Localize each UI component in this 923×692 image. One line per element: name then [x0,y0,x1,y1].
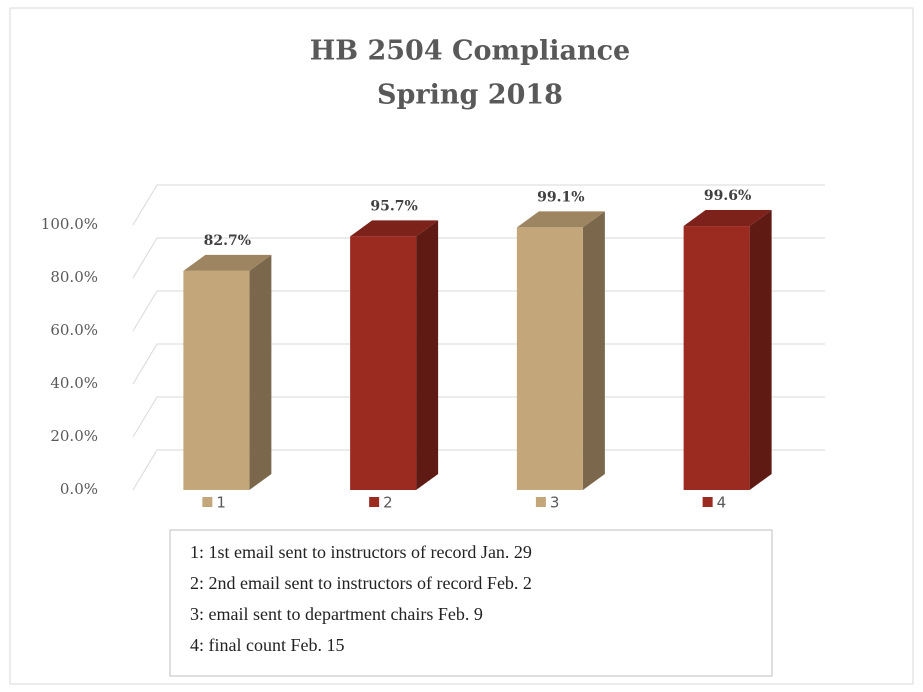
y-tick-label: 20.0% [50,427,98,445]
legend-label: 3 [550,494,560,512]
bar-top [183,254,272,271]
legend-swatch [535,497,546,507]
bar-side [249,254,272,490]
y-tick-label: 40.0% [50,374,98,392]
bar-side [582,211,605,490]
note-line: 1: 1st email sent to instructors of reco… [190,542,532,562]
data-label: 99.6% [704,188,751,204]
legend-swatch [369,497,380,507]
note-line: 4: final count Feb. 15 [190,635,344,655]
bar [350,236,417,490]
legend-swatch [702,497,713,507]
legend-label: 1 [216,494,226,512]
bar-side [416,220,439,490]
note-line: 3: email sent to department chairs Feb. … [190,604,483,624]
legend-label: 2 [383,494,393,512]
grid-line [132,184,825,226]
y-tick-label: 60.0% [50,321,98,339]
legend-label: 4 [717,494,727,512]
y-tick-label: 100.0% [41,215,98,233]
bar-top [683,210,772,227]
bar-side [749,210,772,490]
data-label: 95.7% [370,198,417,214]
data-label: 82.7% [204,233,251,249]
y-tick-label: 80.0% [50,268,98,286]
bar [683,226,750,490]
chart-subtitle: Spring 2018 [377,80,563,111]
legend-swatch [202,497,213,507]
bar [183,270,250,490]
chart-title: HB 2504 Compliance [310,36,630,67]
bar-top [350,220,439,237]
data-label: 99.1% [537,189,584,205]
bar-top [516,211,605,228]
bar [516,227,583,490]
note-line: 2: 2nd email sent to instructors of reco… [190,573,532,593]
y-tick-label: 0.0% [60,480,98,498]
note-box [169,529,773,677]
